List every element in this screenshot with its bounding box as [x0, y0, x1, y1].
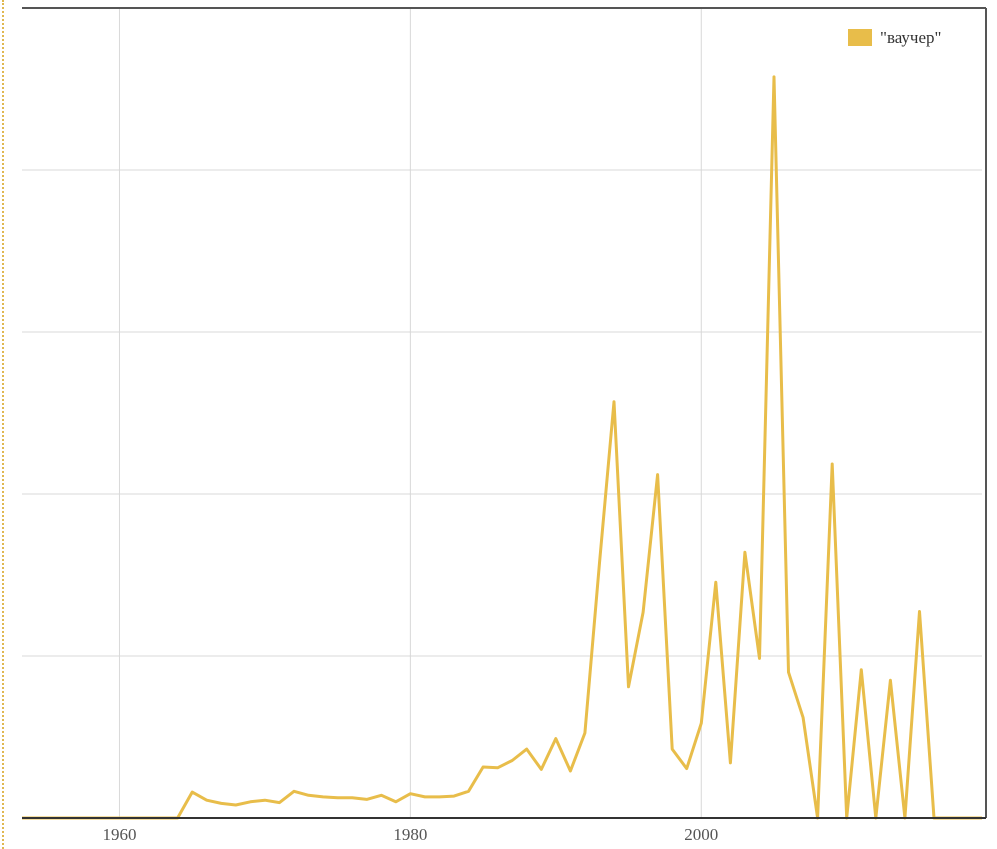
data-point[interactable]: [525, 747, 529, 751]
data-point[interactable]: [714, 580, 718, 584]
series-layer: [22, 75, 982, 820]
data-point[interactable]: [219, 801, 223, 805]
data-point[interactable]: [830, 462, 834, 466]
data-point[interactable]: [423, 795, 427, 799]
data-point[interactable]: [379, 793, 383, 797]
data-point[interactable]: [787, 670, 791, 674]
data-point[interactable]: [772, 75, 776, 79]
data-point[interactable]: [234, 803, 238, 807]
x-tick-label: 1960: [102, 825, 136, 844]
data-point[interactable]: [757, 656, 761, 660]
data-point[interactable]: [437, 795, 441, 799]
data-point[interactable]: [641, 610, 645, 614]
x-axis-ticks: 1960 1980 2000: [102, 825, 718, 844]
data-point[interactable]: [627, 685, 631, 689]
data-point[interactable]: [612, 400, 616, 404]
data-point[interactable]: [743, 550, 747, 554]
data-point[interactable]: [539, 767, 543, 771]
data-point[interactable]: [670, 747, 674, 751]
data-point[interactable]: [481, 765, 485, 769]
legend-swatch: [848, 29, 872, 46]
data-point[interactable]: [321, 795, 325, 799]
data-point[interactable]: [496, 766, 500, 770]
data-point[interactable]: [394, 800, 398, 804]
data-point[interactable]: [408, 792, 412, 796]
data-point[interactable]: [859, 668, 863, 672]
data-point[interactable]: [583, 731, 587, 735]
data-point[interactable]: [307, 793, 311, 797]
data-point[interactable]: [801, 716, 805, 720]
data-point[interactable]: [568, 769, 572, 773]
data-point[interactable]: [917, 609, 921, 613]
data-point[interactable]: [597, 561, 601, 565]
axes: [22, 7, 987, 819]
data-point[interactable]: [292, 789, 296, 793]
data-point[interactable]: [699, 721, 703, 725]
data-point[interactable]: [656, 473, 660, 477]
data-point[interactable]: [554, 737, 558, 741]
data-point[interactable]: [467, 789, 471, 793]
gridlines: [22, 7, 982, 819]
x-tick-label: 2000: [684, 825, 718, 844]
data-point[interactable]: [248, 800, 252, 804]
data-point[interactable]: [190, 790, 194, 794]
data-point[interactable]: [205, 798, 209, 802]
data-point[interactable]: [510, 758, 514, 762]
legend-label: "ваучер": [880, 28, 941, 47]
data-point[interactable]: [350, 796, 354, 800]
data-point[interactable]: [263, 798, 267, 802]
data-point[interactable]: [728, 761, 732, 765]
x-tick-label: 1980: [393, 825, 427, 844]
data-point[interactable]: [452, 794, 456, 798]
series-line-0[interactable]: [22, 75, 982, 820]
data-point[interactable]: [336, 796, 340, 800]
data-point[interactable]: [365, 797, 369, 801]
data-point[interactable]: [685, 767, 689, 771]
left-dotted-border: [2, 0, 4, 849]
data-point[interactable]: [277, 801, 281, 805]
data-point[interactable]: [888, 678, 892, 682]
legend[interactable]: "ваучер": [848, 28, 941, 47]
